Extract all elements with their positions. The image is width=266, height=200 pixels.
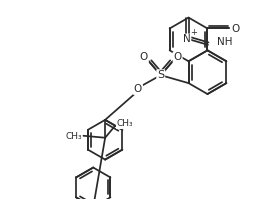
Text: O: O xyxy=(231,23,239,33)
Text: +: + xyxy=(190,28,197,37)
Text: N: N xyxy=(183,34,190,44)
Text: S: S xyxy=(157,70,164,80)
Text: O: O xyxy=(140,52,148,62)
Text: NH: NH xyxy=(217,37,232,47)
Text: CH₃: CH₃ xyxy=(65,132,82,141)
Text: O: O xyxy=(173,52,182,62)
Text: O: O xyxy=(134,84,142,94)
Text: CH₃: CH₃ xyxy=(117,119,133,128)
